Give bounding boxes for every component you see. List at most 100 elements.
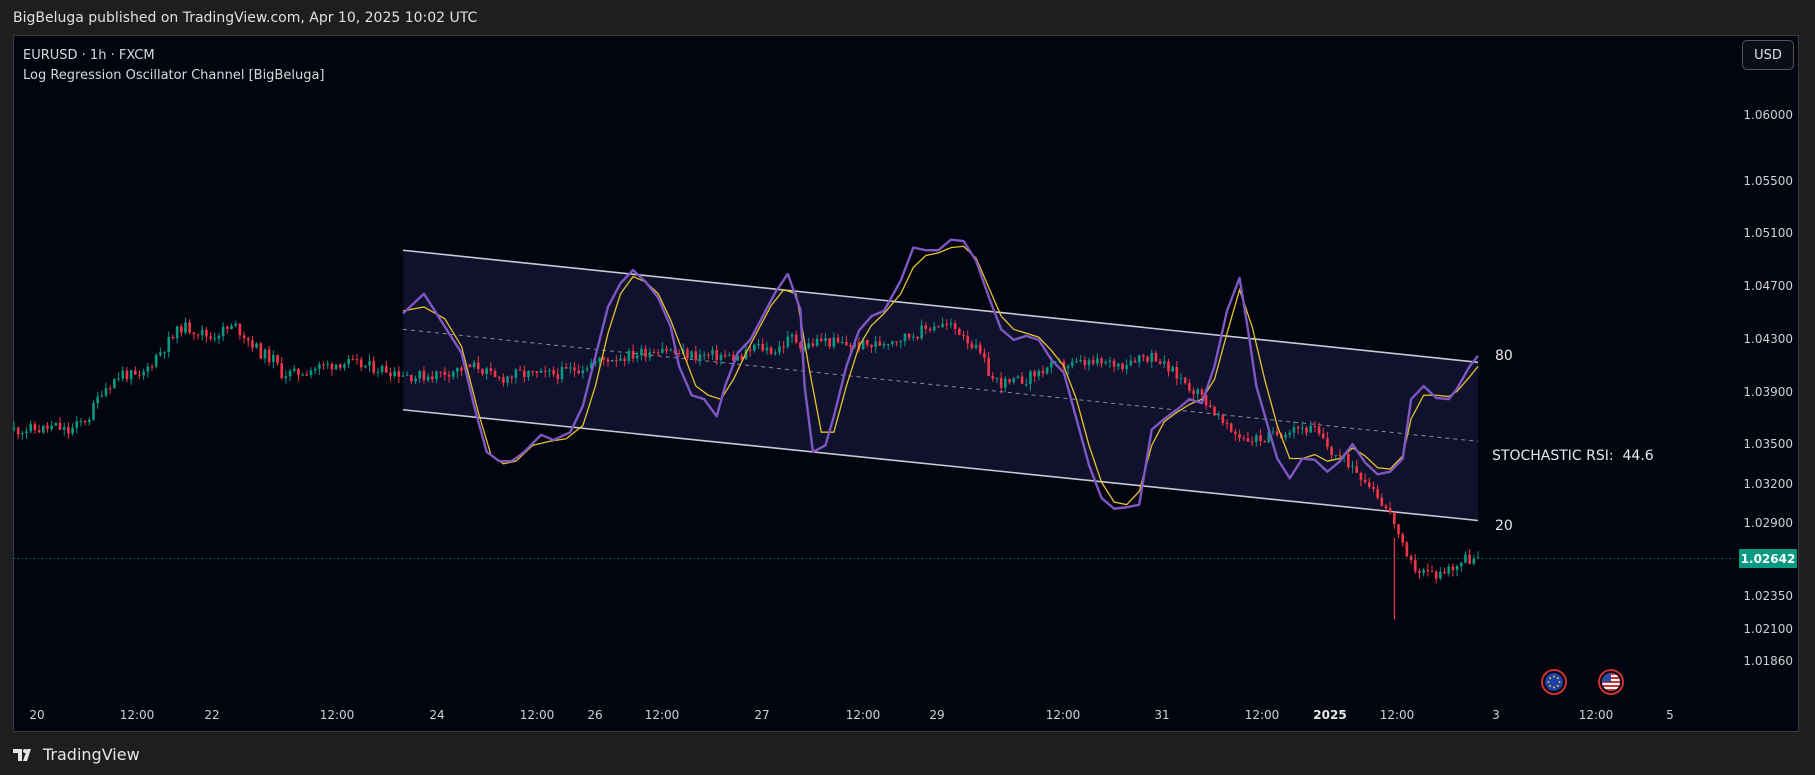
time-tick-label: 12:00 (845, 708, 881, 722)
candle-body (811, 343, 815, 346)
candle-body (167, 336, 171, 352)
candle-body (962, 334, 965, 337)
candle-body (1418, 571, 1421, 573)
candle-body (1175, 366, 1179, 379)
candle-body (1070, 361, 1074, 367)
candle-body (736, 355, 739, 361)
candle-body (702, 354, 706, 356)
time-tick-label: 22 (204, 708, 220, 722)
candle-body (899, 341, 903, 343)
candle-body (326, 363, 330, 365)
candle-body (912, 336, 915, 338)
candle-body (652, 352, 656, 354)
candle-body (37, 430, 41, 433)
candle-body (1079, 359, 1082, 362)
candle-body (769, 347, 773, 354)
currency-button[interactable]: USD (1742, 40, 1794, 70)
candle-body (1221, 414, 1225, 423)
candle-body (83, 421, 87, 423)
candle-body (920, 325, 923, 339)
price-tick-label: 1.04700 (1743, 279, 1793, 294)
candle-body (999, 377, 1003, 388)
candle-body (1121, 363, 1124, 370)
candle-body (493, 370, 497, 377)
candle-body (12, 427, 16, 430)
time-tick-label: 3 (1492, 708, 1500, 722)
candle-body (1393, 512, 1396, 525)
candle-body (916, 336, 919, 339)
candle-body (1033, 371, 1036, 377)
us-flag-icon[interactable] (1598, 669, 1624, 695)
candle-body (384, 365, 388, 373)
candle-body (799, 342, 802, 349)
candle-body (1162, 361, 1166, 364)
candle-body (1439, 571, 1442, 579)
candle-body (757, 343, 760, 345)
candle-body (96, 396, 99, 404)
candle-body (782, 346, 785, 348)
candle-body (1246, 438, 1250, 442)
current-price-label: 1.02642 (1739, 549, 1797, 569)
price-tick-label: 1.03200 (1743, 476, 1793, 491)
time-tick-label: 24 (429, 708, 445, 722)
candle-body (1108, 360, 1112, 362)
symbol-line[interactable]: EURUSD · 1h · FXCM (23, 48, 155, 63)
candle-body (819, 338, 823, 341)
candle-body (343, 364, 346, 368)
candle-body (1255, 435, 1258, 442)
candle-body (188, 322, 191, 333)
candle-body (29, 424, 33, 432)
candle-body (824, 338, 827, 341)
candle-body (556, 374, 560, 379)
candle-body (209, 336, 212, 339)
candle-body (1284, 434, 1287, 438)
candle-body (180, 326, 183, 333)
candle-body (368, 361, 371, 366)
price-tick-label: 1.05500 (1743, 173, 1793, 188)
candle-body (1313, 425, 1317, 427)
candle-body (790, 334, 794, 337)
candle-body (870, 344, 873, 347)
candle-body (16, 427, 20, 435)
candle-body (67, 427, 70, 434)
candle-body (1209, 405, 1212, 407)
candle-body (1464, 554, 1467, 563)
candle-body (54, 422, 58, 426)
indicator-line[interactable]: Log Regression Oscillator Channel [BigBe… (23, 68, 325, 83)
candle-body (134, 370, 137, 375)
tradingview-logo[interactable]: TradingView (13, 745, 140, 764)
eu-flag-icon[interactable] (1541, 669, 1567, 695)
candle-body (861, 339, 865, 350)
candle-body (581, 370, 585, 374)
candle-body (1296, 427, 1300, 429)
candle-body (577, 370, 580, 374)
candle-body (803, 348, 806, 350)
chart-legend[interactable]: EURUSD · 1h · FXCM Log Regression Oscill… (23, 46, 325, 86)
candle-body (840, 341, 844, 343)
time-tick-label: 20 (29, 708, 45, 722)
candle-body (631, 350, 635, 359)
candle-body (845, 341, 848, 346)
candle-body (481, 369, 484, 374)
candle-body (113, 378, 116, 389)
candle-body (615, 359, 618, 361)
candle-body (309, 370, 313, 375)
candle-body (686, 349, 689, 359)
candle-body (1288, 432, 1292, 435)
candle-body (359, 359, 363, 368)
candle-body (661, 348, 664, 353)
candle-body (514, 369, 518, 378)
candle-body (983, 352, 986, 358)
time-tick-label: 12:00 (519, 708, 555, 722)
candle-body (376, 372, 380, 374)
candle-body (1347, 454, 1350, 467)
candle-body (928, 328, 932, 331)
candle-body (485, 368, 488, 374)
candle-body (79, 421, 83, 423)
stoch-k-line (402, 238, 1479, 510)
candle-body (372, 361, 376, 373)
candle-body (497, 376, 501, 378)
candle-body (92, 403, 95, 420)
candle-body (1204, 394, 1208, 406)
